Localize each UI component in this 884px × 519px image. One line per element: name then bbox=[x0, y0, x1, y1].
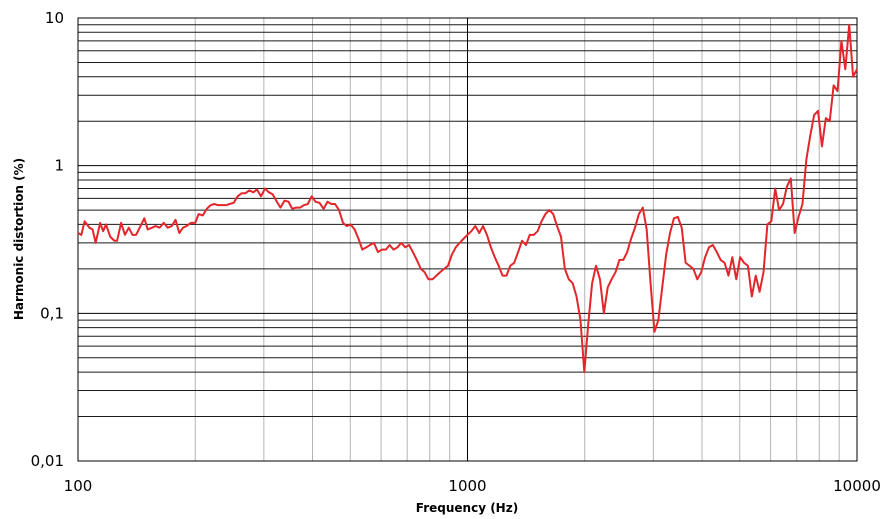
series-line-0 bbox=[77, 23, 858, 374]
series-group bbox=[77, 23, 858, 374]
x-tick-label: 10000 bbox=[833, 477, 881, 495]
axes bbox=[77, 17, 858, 462]
y-tick-label: 0,1 bbox=[40, 304, 64, 322]
gridlines bbox=[77, 17, 858, 462]
y-tick-label: 0,01 bbox=[31, 452, 64, 470]
x-tick-label: 1000 bbox=[448, 477, 486, 495]
y-axis-title: Harmonic distortion (%) bbox=[12, 158, 26, 320]
y-tick-labels: 0,01 0,1 1 10 bbox=[31, 9, 64, 470]
plot-area-border bbox=[77, 17, 858, 462]
y-tick-label: 1 bbox=[54, 157, 64, 175]
x-tick-label: 100 bbox=[64, 477, 93, 495]
x-axis-title: Frequency (Hz) bbox=[416, 501, 518, 515]
y-tick-label: 10 bbox=[45, 9, 64, 27]
x-tick-labels: 100 1000 10000 bbox=[64, 477, 881, 495]
